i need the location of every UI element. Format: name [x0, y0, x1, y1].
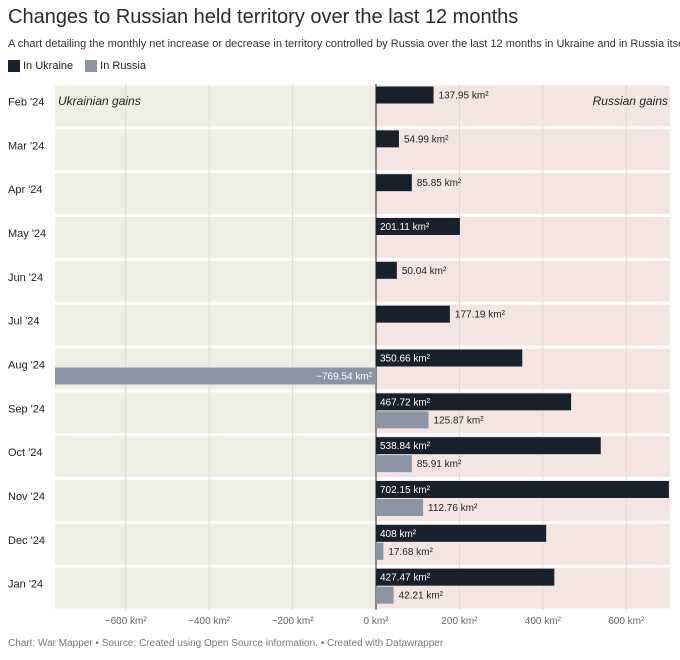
data-label-in-ukraine: 201.11 km² [380, 222, 430, 233]
data-label-in-ukraine: 538.84 km² [380, 441, 431, 452]
bar-in-ukraine [376, 130, 399, 148]
x-tick-label: −600 km² [105, 616, 148, 627]
data-label-in-ukraine: 427.47 km² [380, 573, 431, 584]
bar-in-russia [376, 586, 394, 604]
legend-label-russia: In Russia [100, 60, 146, 72]
bar-in-ukraine [376, 86, 434, 104]
category-label: Aug '24 [8, 360, 45, 372]
bar-in-russia [376, 542, 384, 560]
band-left [55, 567, 376, 609]
bar-in-ukraine [376, 481, 669, 498]
data-label-in-russia: 85.91 km² [417, 459, 462, 470]
category-label: Jan '24 [8, 579, 43, 591]
band-left [55, 304, 376, 346]
bar-in-russia [376, 411, 429, 429]
data-label-in-ukraine: 350.66 km² [380, 354, 431, 365]
x-tick-label: −400 km² [188, 616, 231, 627]
data-label-in-russia: 17.68 km² [388, 547, 433, 558]
band-right [376, 173, 670, 214]
band-right [376, 260, 670, 302]
annotation-ukrainian-gains: Ukrainian gains [58, 94, 141, 108]
category-label: Jun '24 [8, 272, 43, 284]
band-left [55, 260, 376, 302]
bar-in-russia [376, 499, 424, 516]
band-left [55, 480, 376, 521]
annotation-russian-gains: Russian gains [593, 94, 668, 108]
bar-in-russia [55, 367, 376, 385]
data-label-in-ukraine: 408 km² [380, 529, 417, 540]
category-label: Dec '24 [8, 535, 45, 547]
category-label: May '24 [8, 228, 46, 240]
chart-title: Changes to Russian held territory over t… [8, 6, 519, 28]
data-label-in-russia: 112.76 km² [428, 503, 478, 514]
band-left [55, 523, 376, 565]
category-label: Jul '24 [8, 316, 39, 328]
band-left [55, 436, 376, 477]
legend-item-russia: In Russia [85, 60, 146, 72]
data-label-in-ukraine: 467.72 km² [380, 397, 431, 408]
band-right [376, 129, 670, 171]
bar-in-ukraine [376, 568, 555, 586]
data-label-in-russia: 125.87 km² [434, 415, 485, 426]
legend-swatch-ukraine [8, 60, 20, 72]
bar-in-ukraine [376, 524, 547, 542]
data-label-in-ukraine: 85.85 km² [417, 178, 462, 189]
legend: In Ukraine In Russia [8, 60, 146, 72]
category-label: Apr '24 [8, 184, 43, 196]
category-label: Sep '24 [8, 403, 45, 415]
band-left [55, 129, 376, 171]
bar-in-ukraine [376, 393, 572, 411]
chart-subtitle: A chart detailing the monthly net increa… [8, 38, 680, 50]
bar-in-ukraine [376, 218, 460, 235]
bar-in-ukraine [376, 437, 601, 455]
data-label-in-ukraine: 54.99 km² [404, 134, 449, 145]
bar-in-ukraine [376, 174, 412, 192]
data-label-in-ukraine: 702.15 km² [380, 485, 431, 496]
x-tick-label: 400 km² [525, 616, 562, 627]
category-label: Feb '24 [8, 97, 44, 109]
x-tick-label: 0 km² [364, 616, 390, 627]
band-left [55, 173, 376, 214]
bar-in-ukraine [376, 305, 450, 323]
bar-in-russia [376, 455, 412, 473]
data-label-in-russia: 42.21 km² [399, 591, 444, 602]
x-tick-label: −200 km² [272, 616, 315, 627]
band-left [55, 392, 376, 434]
legend-item-ukraine: In Ukraine [8, 60, 73, 72]
band-left [55, 217, 376, 258]
category-label: Mar '24 [8, 140, 44, 152]
category-label: Oct '24 [8, 447, 43, 459]
legend-swatch-russia [85, 60, 98, 72]
data-label-in-ukraine: 50.04 km² [402, 266, 447, 277]
legend-label-ukraine: In Ukraine [23, 60, 74, 72]
bar-in-ukraine [376, 261, 397, 279]
bar-in-ukraine [376, 349, 523, 367]
x-tick-label: 600 km² [608, 616, 645, 627]
category-label: Nov '24 [8, 491, 45, 503]
data-label-in-russia: −769.54 km² [316, 372, 373, 383]
data-label-in-ukraine: 137.95 km² [439, 91, 490, 102]
x-tick-label: 200 km² [441, 616, 478, 627]
data-label-in-ukraine: 177.19 km² [455, 310, 506, 321]
band-left [55, 85, 376, 127]
chart-footer: Chart: War Mapper • Source: Created usin… [8, 638, 444, 649]
